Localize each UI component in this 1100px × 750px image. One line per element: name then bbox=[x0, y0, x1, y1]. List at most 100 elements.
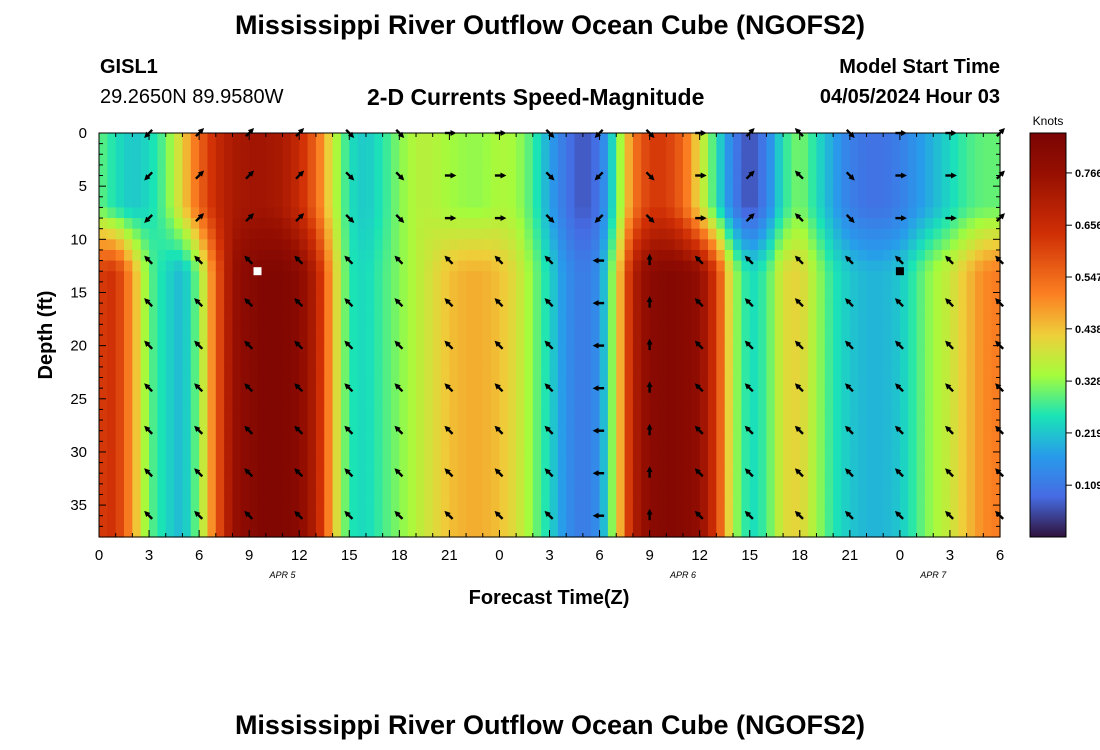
heatmap-cell bbox=[274, 292, 284, 304]
heatmap-cell bbox=[549, 526, 559, 538]
heatmap-cell bbox=[199, 366, 209, 379]
heatmap-cell bbox=[524, 335, 534, 347]
heatmap-cell bbox=[157, 494, 167, 506]
heatmap-cell bbox=[441, 292, 450, 304]
heatmap-cell bbox=[115, 292, 125, 304]
heatmap-cell bbox=[624, 420, 634, 432]
heatmap-cell bbox=[274, 388, 284, 400]
heatmap-cell bbox=[599, 218, 609, 230]
heatmap-cell bbox=[557, 164, 567, 177]
heatmap-cell bbox=[265, 483, 275, 496]
y-tick-label: 30 bbox=[70, 444, 87, 461]
heatmap-cell bbox=[541, 515, 551, 527]
heatmap-cell bbox=[441, 218, 450, 230]
heatmap-cell bbox=[599, 441, 609, 453]
heatmap-cell bbox=[582, 345, 592, 357]
x-tick-label: 6 bbox=[195, 547, 203, 564]
heatmap-cell bbox=[841, 494, 851, 506]
heatmap-cell bbox=[199, 409, 209, 421]
heatmap-cell bbox=[833, 377, 843, 389]
heatmap-cell bbox=[365, 133, 375, 145]
heatmap-cell bbox=[457, 175, 467, 187]
heatmap-cell bbox=[432, 239, 442, 251]
heatmap-cell bbox=[257, 303, 267, 315]
heatmap-cell bbox=[507, 164, 517, 177]
heatmap-cell bbox=[766, 313, 776, 325]
heatmap-cell bbox=[315, 313, 325, 325]
heatmap-cell bbox=[941, 473, 951, 485]
heatmap-cell bbox=[974, 228, 984, 240]
heatmap-cell bbox=[649, 324, 659, 336]
current-arrow bbox=[344, 425, 354, 435]
heatmap-cell bbox=[841, 451, 851, 464]
station-coordinates: 29.2650N 89.9580W bbox=[100, 86, 284, 108]
heatmap-cell bbox=[165, 515, 175, 527]
heatmap-cell bbox=[824, 388, 834, 400]
heatmap-cell bbox=[441, 430, 450, 442]
heatmap-cell bbox=[974, 249, 984, 262]
heatmap-cell bbox=[491, 164, 501, 177]
heatmap-cell bbox=[858, 451, 868, 464]
heatmap-cell bbox=[165, 356, 175, 368]
heatmap-cell bbox=[307, 239, 317, 251]
heatmap-cell bbox=[407, 398, 417, 411]
heatmap-cell bbox=[349, 494, 359, 506]
heatmap-cell bbox=[816, 324, 826, 336]
heatmap-cell bbox=[340, 271, 350, 283]
heatmap-cell bbox=[249, 377, 259, 389]
heatmap-cell bbox=[416, 324, 425, 336]
heatmap-cell bbox=[566, 430, 576, 442]
current-arrow bbox=[544, 255, 554, 265]
heatmap-cell bbox=[924, 462, 934, 474]
heatmap-cell bbox=[174, 366, 184, 379]
heatmap-cell bbox=[416, 143, 425, 155]
heatmap-cell bbox=[816, 494, 826, 506]
heatmap-cell bbox=[808, 398, 818, 411]
heatmap-cell bbox=[124, 515, 133, 527]
heatmap-cell bbox=[99, 526, 108, 538]
heatmap-cell bbox=[924, 292, 934, 304]
heatmap-cell bbox=[833, 186, 843, 198]
heatmap-cell bbox=[733, 164, 742, 177]
heatmap-cell bbox=[691, 207, 701, 219]
heatmap-cell bbox=[733, 345, 742, 357]
heatmap-cell bbox=[616, 388, 626, 400]
heatmap-cell bbox=[282, 154, 292, 166]
heatmap-cell bbox=[265, 388, 275, 400]
heatmap-cell bbox=[457, 164, 467, 177]
heatmap-cell bbox=[365, 292, 375, 304]
heatmap-cell bbox=[399, 388, 409, 400]
heatmap-cell bbox=[783, 409, 793, 421]
heatmap-cell bbox=[307, 228, 317, 240]
heatmap-cell bbox=[507, 398, 517, 411]
heatmap-cell bbox=[382, 164, 392, 177]
heatmap-cell bbox=[182, 324, 192, 336]
heatmap-cell bbox=[958, 154, 968, 166]
heatmap-cell bbox=[582, 473, 592, 485]
heatmap-cell bbox=[432, 430, 442, 442]
heatmap-cell bbox=[365, 164, 375, 177]
heatmap-cell bbox=[833, 207, 843, 219]
heatmap-cell bbox=[591, 345, 601, 357]
heatmap-cell bbox=[841, 398, 851, 411]
heatmap-cell bbox=[958, 335, 968, 347]
heatmap-cell bbox=[833, 303, 843, 315]
heatmap-cell bbox=[99, 207, 108, 219]
heatmap-cell bbox=[899, 154, 909, 166]
heatmap-cell bbox=[232, 175, 242, 187]
heatmap-cell bbox=[307, 515, 317, 527]
current-arrow bbox=[844, 298, 854, 308]
heatmap-cell bbox=[716, 207, 726, 219]
heatmap-cell bbox=[557, 303, 567, 315]
heatmap-cell bbox=[841, 303, 851, 315]
heatmap-cell bbox=[474, 239, 484, 251]
heatmap-cell bbox=[866, 441, 876, 453]
heatmap-cell bbox=[866, 345, 876, 357]
heatmap-cell bbox=[883, 366, 893, 379]
heatmap-cell bbox=[390, 207, 400, 219]
heatmap-cell bbox=[532, 409, 542, 421]
heatmap-cell bbox=[274, 239, 284, 251]
heatmap-cell bbox=[457, 473, 467, 485]
heatmap-cell bbox=[657, 483, 667, 496]
heatmap-cell bbox=[758, 271, 767, 283]
